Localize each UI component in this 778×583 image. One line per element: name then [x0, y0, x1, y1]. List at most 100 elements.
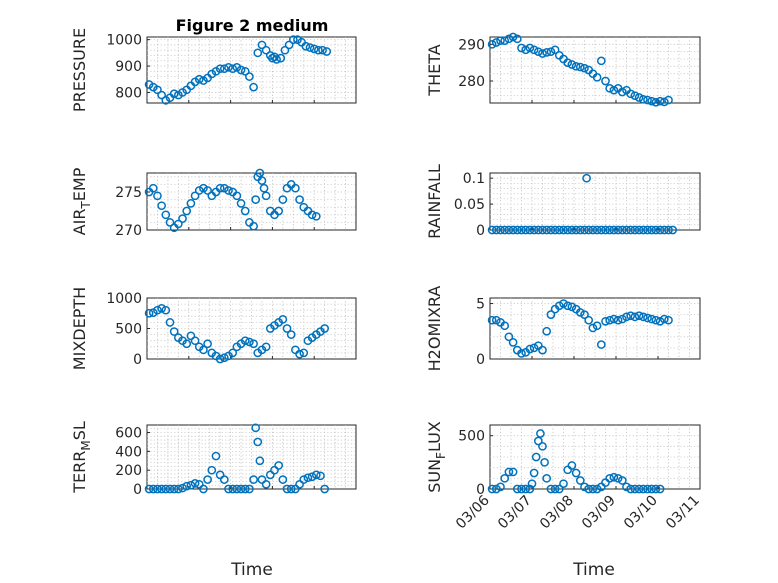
data-point — [525, 344, 535, 354]
data-point — [255, 456, 265, 466]
data-point — [651, 315, 661, 325]
data-point — [521, 225, 531, 235]
data-point — [487, 39, 497, 49]
data-point — [245, 337, 254, 347]
data-point — [580, 63, 589, 73]
data-point — [491, 315, 501, 325]
data-point — [559, 479, 568, 489]
data-point — [626, 225, 636, 235]
data-point — [144, 484, 154, 494]
data-point — [554, 225, 564, 235]
data-point — [512, 484, 522, 494]
series-markers — [144, 35, 332, 105]
data-point — [609, 314, 619, 324]
data-point — [245, 484, 254, 494]
data-point — [182, 481, 192, 491]
data-point — [190, 336, 200, 346]
data-point — [322, 47, 332, 56]
y-tick-label: 600 — [115, 426, 142, 442]
data-point — [240, 66, 250, 76]
data-point — [580, 225, 589, 235]
data-point — [655, 484, 665, 494]
data-point — [215, 183, 225, 193]
data-point — [245, 72, 254, 81]
data-point — [504, 225, 514, 235]
data-point — [546, 310, 556, 319]
data-point — [626, 484, 636, 494]
data-point — [630, 312, 640, 322]
data-point — [174, 484, 183, 494]
data-point — [643, 313, 652, 323]
y-tick-label: 0 — [476, 482, 485, 498]
data-point — [517, 225, 526, 235]
data-point — [571, 225, 581, 235]
data-point — [592, 225, 602, 235]
data-point — [153, 484, 162, 494]
data-point — [276, 53, 286, 63]
data-point — [259, 183, 269, 193]
data-point — [504, 34, 514, 44]
data-point — [546, 47, 556, 57]
data-point — [320, 484, 329, 494]
data-point — [278, 315, 288, 324]
data-point — [521, 45, 531, 55]
data-point — [236, 65, 246, 75]
y-tick-label: 0 — [476, 223, 485, 239]
data-point — [517, 484, 526, 494]
data-point — [601, 225, 610, 235]
data-point — [211, 451, 221, 461]
data-point — [527, 479, 537, 489]
data-point — [559, 299, 568, 308]
y-axis-label: AIRTEMP — [70, 167, 93, 235]
data-point — [605, 315, 615, 325]
data-point — [584, 225, 594, 235]
data-point — [504, 467, 514, 477]
data-point — [224, 63, 233, 72]
data-point — [228, 484, 238, 494]
data-point — [546, 225, 556, 235]
data-point — [278, 475, 288, 484]
data-point — [500, 225, 510, 235]
data-point — [525, 484, 535, 494]
data-point — [286, 484, 296, 494]
data-point — [538, 441, 547, 451]
data-point — [194, 186, 204, 195]
plot-area — [146, 172, 357, 231]
data-point — [232, 191, 242, 201]
data-point — [617, 225, 627, 235]
data-point — [215, 64, 225, 74]
subplot-3: 270 275 AIRTEMP — [70, 167, 357, 239]
data-point — [284, 40, 294, 50]
data-point — [169, 484, 179, 494]
series-markers — [144, 423, 329, 494]
data-point — [186, 199, 196, 208]
data-point — [584, 315, 594, 325]
data-point — [286, 330, 296, 339]
data-point — [647, 225, 657, 235]
y-tick-label: 900 — [115, 59, 142, 75]
data-point — [161, 210, 171, 220]
data-point — [647, 314, 657, 324]
data-point — [622, 312, 631, 322]
data-point — [487, 225, 497, 235]
data-point — [291, 183, 300, 193]
data-point — [655, 225, 665, 235]
data-point — [617, 87, 627, 97]
subplot-7: 0 200 400 600 TERRMSL — [70, 421, 357, 498]
data-point — [500, 321, 510, 331]
data-point — [550, 225, 560, 235]
data-point — [236, 199, 246, 208]
figure-title: Figure 2 medium — [176, 16, 329, 35]
data-point — [178, 483, 187, 493]
data-point — [664, 315, 673, 325]
subplot-4: 0 0.05 0.1 RAINFALL — [425, 164, 701, 239]
data-point — [664, 225, 673, 235]
y-tick-label: 1000 — [106, 291, 142, 307]
data-point — [533, 436, 543, 446]
data-point — [512, 225, 522, 235]
data-point — [567, 225, 577, 235]
data-point — [178, 214, 187, 223]
data-point — [582, 173, 591, 183]
y-axis-label: SUNFLUX — [425, 421, 448, 493]
data-point — [596, 340, 606, 349]
